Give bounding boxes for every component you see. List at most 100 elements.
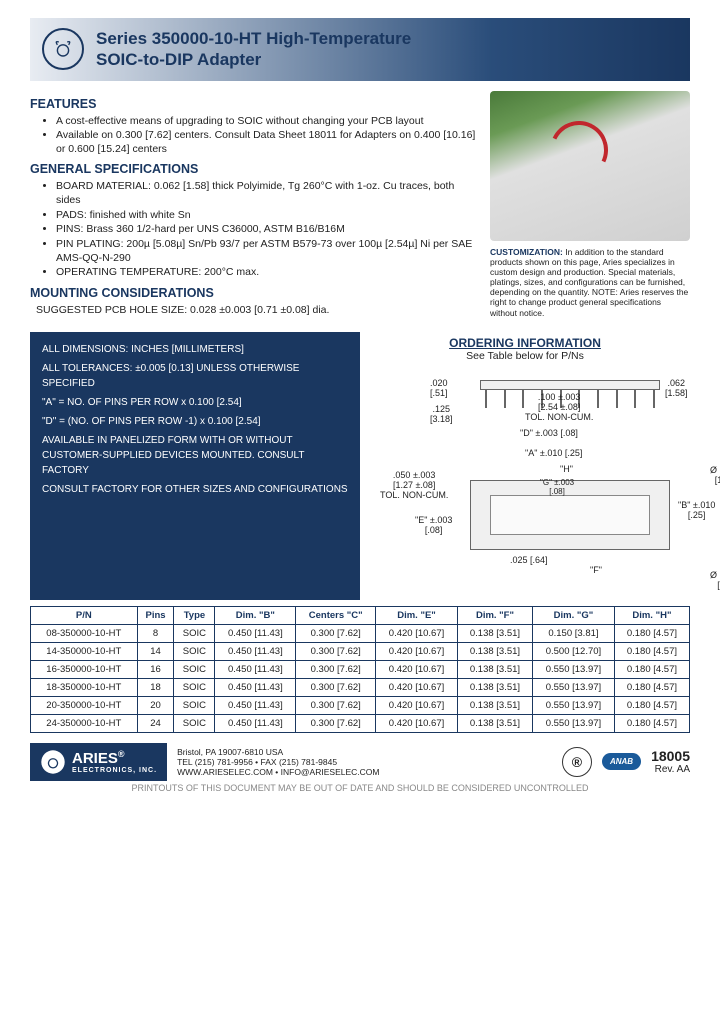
table-row: 18-350000-10-HT18SOIC0.450 [11.43]0.300 …	[31, 678, 690, 696]
left-column: FEATURES A cost-effective means of upgra…	[30, 91, 490, 328]
customization-note: CUSTOMIZATION: In addition to the standa…	[490, 247, 690, 318]
dim-018: Ø .018 ±.002 [.46 ±.05]	[710, 570, 720, 590]
table-cell: 0.300 [7.62]	[296, 696, 376, 714]
table-cell: SOIC	[174, 624, 215, 642]
table-cell: 0.180 [4.57]	[614, 642, 689, 660]
ram-icon	[40, 749, 66, 775]
table-cell: 0.138 [3.51]	[457, 660, 532, 678]
addr-line: TEL (215) 781-9956 • FAX (215) 781-9845	[177, 757, 337, 767]
spec-item: OPERATING TEMPERATURE: 200°C max.	[56, 266, 480, 280]
table-row: 08-350000-10-HT8SOIC0.450 [11.43]0.300 […	[31, 624, 690, 642]
part-number-table: P/NPinsTypeDim. "B"Centers "C"Dim. "E"Di…	[30, 606, 690, 733]
dim-100: .100 ±.003 [2.54 ±.08] TOL. NON-CUM.	[525, 392, 593, 422]
table-column-header: Dim. "F"	[457, 606, 532, 624]
table-column-header: Dim. "G"	[533, 606, 615, 624]
table-cell: 0.138 [3.51]	[457, 714, 532, 732]
table-row: 16-350000-10-HT16SOIC0.450 [11.43]0.300 …	[31, 660, 690, 678]
table-column-header: Pins	[137, 606, 174, 624]
table-cell: 24	[137, 714, 174, 732]
table-cell: 0.550 [13.97]	[533, 696, 615, 714]
dimensions-note-box: ALL DIMENSIONS: INCHES [MILLIMETERS] ALL…	[30, 332, 360, 600]
brand-sub: ELECTRONICS, INC.	[72, 767, 157, 774]
bluebox-line: AVAILABLE IN PANELIZED FORM WITH OR WITH…	[42, 433, 348, 478]
aries-logo: ARIES® ELECTRONICS, INC.	[30, 743, 167, 781]
table-cell: 20	[137, 696, 174, 714]
addr-line: WWW.ARIESELEC.COM • INFO@ARIESELEC.COM	[177, 767, 379, 777]
table-cell: 20-350000-10-HT	[31, 696, 138, 714]
table-cell: 0.150 [3.81]	[533, 624, 615, 642]
bluebox-line: ALL DIMENSIONS: INCHES [MILLIMETERS]	[42, 342, 348, 357]
dim-H: "H"	[560, 464, 573, 474]
table-cell: 0.450 [11.43]	[215, 624, 296, 642]
table-cell: 0.300 [7.62]	[296, 642, 376, 660]
table-column-header: Dim. "E"	[376, 606, 458, 624]
dim-B: "B" ±.010 [.25]	[678, 500, 715, 520]
table-cell: 0.450 [11.43]	[215, 678, 296, 696]
table-cell: 0.450 [11.43]	[215, 696, 296, 714]
table-cell: 0.420 [10.67]	[376, 696, 458, 714]
right-column: CUSTOMIZATION: In addition to the standa…	[490, 91, 690, 328]
table-column-header: P/N	[31, 606, 138, 624]
table-cell: 0.300 [7.62]	[296, 660, 376, 678]
specs-list: BOARD MATERIAL: 0.062 [1.58] thick Polyi…	[30, 180, 480, 279]
table-cell: 0.450 [11.43]	[215, 642, 296, 660]
table-cell: 0.138 [3.51]	[457, 642, 532, 660]
table-cell: SOIC	[174, 714, 215, 732]
features-list: A cost-effective means of upgrading to S…	[30, 115, 480, 157]
table-cell: 0.420 [10.67]	[376, 642, 458, 660]
datasheet-page: Series 350000-10-HT High-Temperature SOI…	[0, 0, 720, 803]
mounting-text: SUGGESTED PCB HOLE SIZE: 0.028 ±0.003 [0…	[36, 304, 480, 316]
dim-045: Ø .045 ±.002 [1.14 ±.05]	[710, 465, 720, 485]
diagram-board-side	[480, 380, 660, 390]
title-line1: Series 350000-10-HT High-Temperature	[96, 29, 411, 48]
feature-item: Available on 0.300 [7.62] centers. Consu…	[56, 129, 480, 156]
title-line2: SOIC-to-DIP Adapter	[96, 50, 261, 69]
table-column-header: Centers "C"	[296, 606, 376, 624]
table-cell: 0.180 [4.57]	[614, 696, 689, 714]
table-cell: 0.180 [4.57]	[614, 678, 689, 696]
table-cell: 16	[137, 660, 174, 678]
doc-number: 18005	[651, 748, 690, 764]
table-cell: 18-350000-10-HT	[31, 678, 138, 696]
table-cell: 0.550 [13.97]	[533, 714, 615, 732]
addr-line: Bristol, PA 19007-6810 USA	[177, 747, 283, 757]
table-cell: SOIC	[174, 642, 215, 660]
specs-heading: GENERAL SPECIFICATIONS	[30, 162, 480, 176]
table-row: 20-350000-10-HT20SOIC0.450 [11.43]0.300 …	[31, 696, 690, 714]
dim-A: "A" ±.010 [.25]	[525, 448, 582, 458]
table-cell: 0.420 [10.67]	[376, 678, 458, 696]
table-cell: 0.550 [13.97]	[533, 660, 615, 678]
ordering-sub: See Table below for P/Ns	[360, 350, 690, 362]
features-heading: FEATURES	[30, 97, 480, 111]
table-cell: 0.420 [10.67]	[376, 660, 458, 678]
header-band: Series 350000-10-HT High-Temperature SOI…	[30, 18, 690, 81]
table-column-header: Type	[174, 606, 215, 624]
table-cell: 0.180 [4.57]	[614, 624, 689, 642]
spec-item: PADS: finished with white Sn	[56, 209, 480, 223]
table-cell: 08-350000-10-HT	[31, 624, 138, 642]
mechanical-diagram: .020 [.51] .125 [3.18] .100 ±.003 [2.54 …	[360, 370, 690, 600]
table-cell: 14-350000-10-HT	[31, 642, 138, 660]
bluebox-line: "D" = (NO. OF PINS PER ROW -1) x 0.100 […	[42, 414, 348, 429]
registered-badge-icon: ®	[562, 747, 592, 777]
disclaimer-text: PRINTOUTS OF THIS DOCUMENT MAY BE OUT OF…	[30, 783, 690, 793]
footer: ARIES® ELECTRONICS, INC. Bristol, PA 190…	[30, 743, 690, 781]
table-cell: SOIC	[174, 660, 215, 678]
revision: Rev. AA	[651, 764, 690, 775]
customization-label: CUSTOMIZATION:	[490, 247, 563, 257]
table-cell: 0.300 [7.62]	[296, 624, 376, 642]
footer-address: Bristol, PA 19007-6810 USA TEL (215) 781…	[177, 747, 552, 778]
dim-G: "G" ±.003 [.08]	[540, 478, 574, 496]
table-cell: 18	[137, 678, 174, 696]
table-cell: 24-350000-10-HT	[31, 714, 138, 732]
customization-text: In addition to the standard products sho…	[490, 247, 688, 318]
mounting-heading: MOUNTING CONSIDERATIONS	[30, 286, 480, 300]
table-cell: 0.450 [11.43]	[215, 660, 296, 678]
dim-020: .020 [.51]	[430, 378, 448, 398]
table-cell: 0.300 [7.62]	[296, 714, 376, 732]
mid-row: ALL DIMENSIONS: INCHES [MILLIMETERS] ALL…	[30, 332, 690, 600]
spec-item: BOARD MATERIAL: 0.062 [1.58] thick Polyi…	[56, 180, 480, 207]
spec-item: PINS: Brass 360 1/2-hard per UNS C36000,…	[56, 223, 480, 237]
table-cell: 0.450 [11.43]	[215, 714, 296, 732]
table-header-row: P/NPinsTypeDim. "B"Centers "C"Dim. "E"Di…	[31, 606, 690, 624]
